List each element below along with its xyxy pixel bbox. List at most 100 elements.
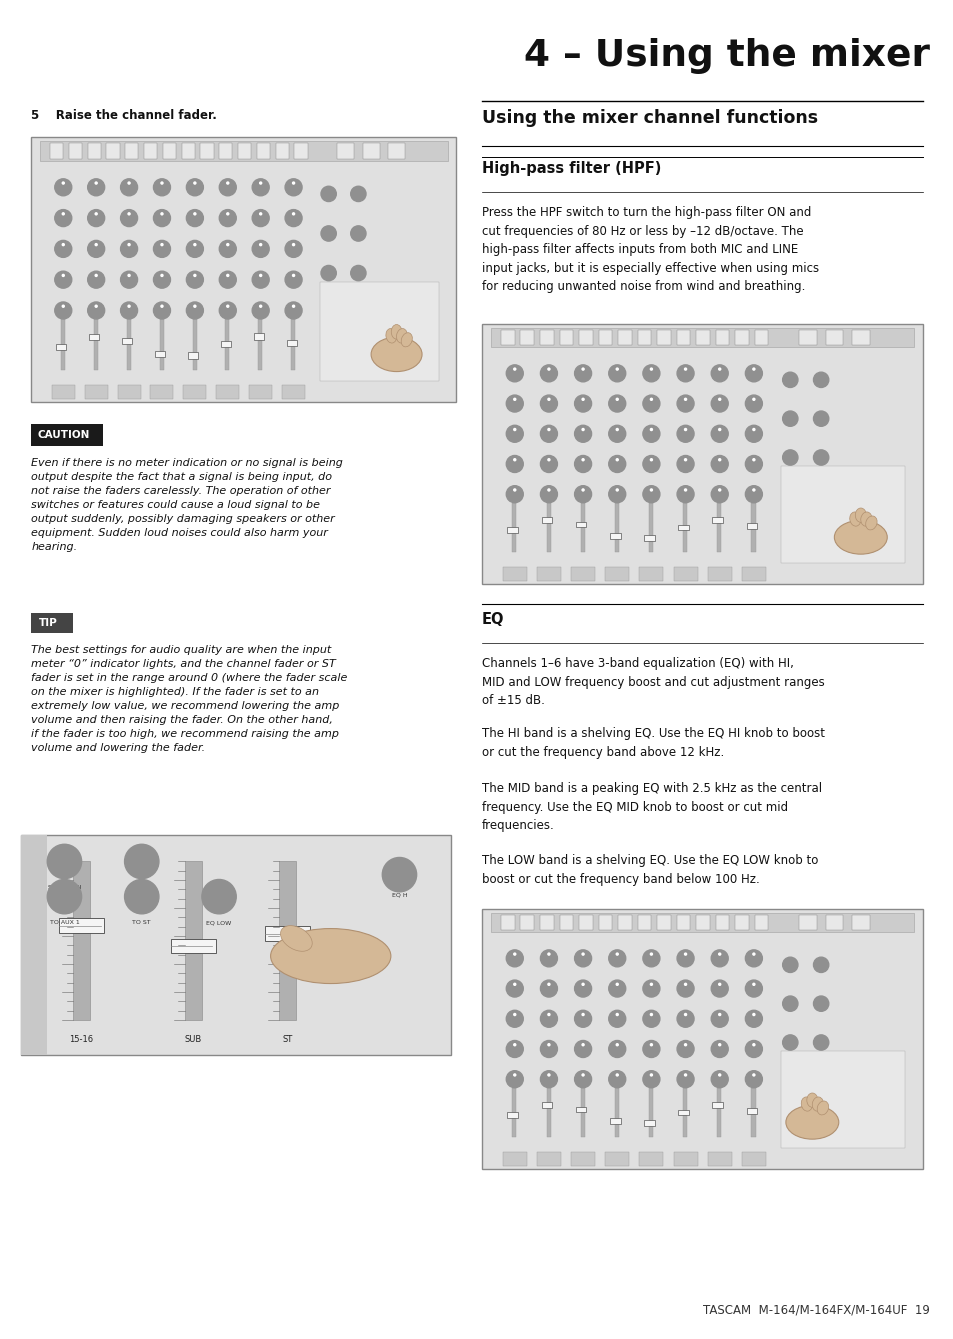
Text: EQ H: EQ H — [392, 892, 407, 897]
Circle shape — [813, 996, 828, 1011]
Circle shape — [88, 272, 105, 288]
Circle shape — [186, 241, 203, 257]
Bar — [507, 1111, 517, 1118]
Circle shape — [744, 1071, 761, 1087]
Bar — [151, 384, 173, 399]
Circle shape — [293, 213, 294, 214]
Circle shape — [684, 1043, 686, 1046]
Circle shape — [186, 179, 203, 195]
Circle shape — [514, 489, 516, 491]
Circle shape — [285, 241, 302, 257]
Circle shape — [581, 428, 583, 431]
Circle shape — [193, 274, 195, 276]
Bar — [707, 568, 731, 581]
Bar — [89, 333, 99, 340]
Bar — [799, 329, 816, 345]
Bar — [678, 525, 688, 530]
Circle shape — [128, 182, 130, 183]
Ellipse shape — [801, 1097, 812, 1111]
Ellipse shape — [386, 328, 396, 343]
Bar — [571, 568, 595, 581]
Circle shape — [752, 428, 754, 431]
Ellipse shape — [280, 925, 312, 951]
Bar — [117, 384, 140, 399]
Bar — [576, 521, 586, 528]
Bar — [618, 329, 631, 345]
Circle shape — [781, 411, 797, 426]
Ellipse shape — [834, 521, 886, 554]
Bar — [741, 1152, 765, 1166]
Bar — [578, 329, 592, 345]
Circle shape — [650, 489, 652, 491]
Circle shape — [752, 983, 754, 986]
Bar — [717, 1087, 720, 1137]
Circle shape — [219, 303, 236, 319]
Circle shape — [608, 364, 625, 382]
Circle shape — [744, 395, 761, 412]
Circle shape — [161, 305, 163, 307]
Circle shape — [752, 459, 754, 461]
Circle shape — [608, 980, 625, 998]
Circle shape — [547, 1014, 549, 1015]
Bar — [279, 861, 296, 1020]
Circle shape — [227, 274, 229, 276]
Text: TASCAM  M-164/M-164FX/M-164UF  19: TASCAM M-164/M-164FX/M-164UF 19 — [702, 1303, 929, 1316]
Circle shape — [642, 1010, 659, 1027]
Bar — [249, 384, 272, 399]
Bar — [159, 319, 164, 370]
Circle shape — [514, 1043, 516, 1046]
Bar — [125, 143, 138, 158]
Bar — [609, 533, 620, 540]
Bar — [851, 915, 869, 931]
Circle shape — [252, 241, 269, 257]
Circle shape — [581, 1014, 583, 1015]
Circle shape — [677, 455, 694, 473]
Bar — [512, 503, 516, 553]
Circle shape — [506, 980, 523, 998]
Circle shape — [219, 179, 236, 195]
Circle shape — [506, 486, 523, 502]
Circle shape — [781, 450, 797, 465]
Bar — [500, 329, 514, 345]
Bar — [502, 1152, 526, 1166]
Circle shape — [539, 455, 557, 473]
Circle shape — [718, 1043, 720, 1046]
Bar — [673, 568, 697, 581]
Circle shape — [650, 953, 652, 955]
Bar — [388, 143, 405, 158]
Circle shape — [718, 368, 720, 370]
Circle shape — [616, 1074, 618, 1077]
Text: EQ LOW: EQ LOW — [206, 920, 232, 925]
Circle shape — [608, 426, 625, 442]
Circle shape — [744, 486, 761, 502]
Circle shape — [514, 459, 516, 461]
Circle shape — [54, 179, 71, 195]
Text: TO ST: TO ST — [132, 920, 151, 925]
Bar — [682, 1087, 686, 1137]
Circle shape — [744, 426, 761, 442]
Bar — [40, 141, 447, 161]
Bar — [546, 503, 550, 553]
Circle shape — [547, 368, 549, 370]
Bar — [237, 143, 251, 158]
Circle shape — [539, 1010, 557, 1027]
Bar — [185, 861, 202, 1020]
Circle shape — [293, 182, 294, 183]
Circle shape — [642, 486, 659, 502]
Circle shape — [711, 1071, 727, 1087]
Circle shape — [62, 244, 64, 245]
Circle shape — [684, 428, 686, 431]
Text: EQ: EQ — [481, 612, 504, 627]
Bar — [751, 503, 755, 553]
Bar — [676, 329, 690, 345]
Bar — [154, 351, 165, 356]
Bar — [657, 915, 670, 931]
Bar — [676, 915, 690, 931]
Circle shape — [285, 179, 302, 195]
Circle shape — [813, 450, 828, 465]
Ellipse shape — [860, 511, 871, 526]
Text: Using the mixer channel functions: Using the mixer channel functions — [481, 108, 817, 127]
Bar — [537, 1152, 560, 1166]
Ellipse shape — [391, 324, 401, 339]
Circle shape — [252, 303, 269, 319]
